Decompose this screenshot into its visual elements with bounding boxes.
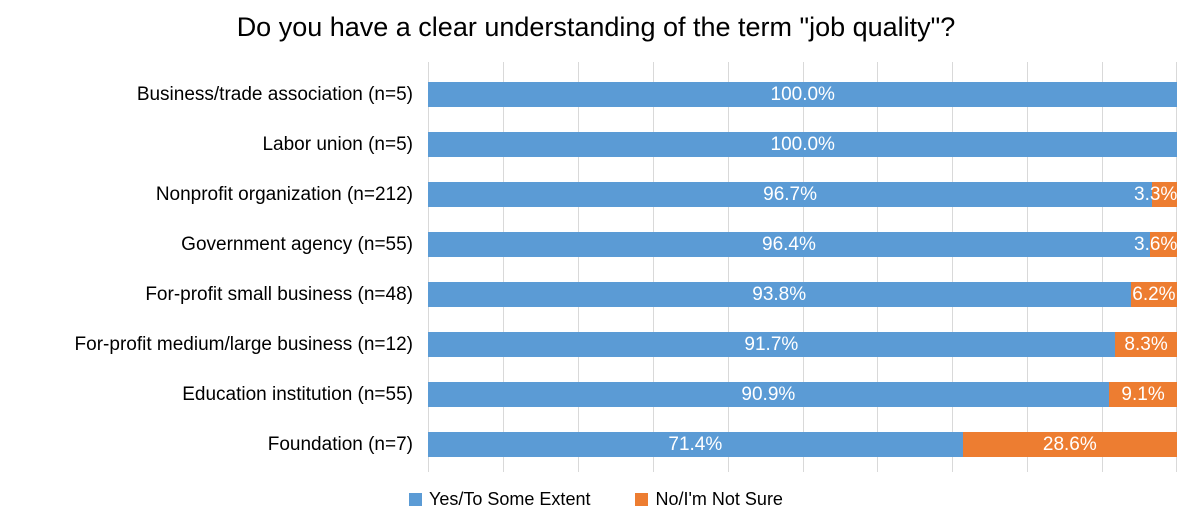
bar-segment-yes bbox=[428, 332, 1115, 357]
gridline bbox=[428, 62, 429, 472]
bar-segment-yes bbox=[428, 182, 1153, 207]
category-label: Business/trade association (n=5) bbox=[136, 84, 413, 105]
data-label: 100.0% bbox=[770, 84, 835, 105]
bar-row: 91.7% 8.3% bbox=[428, 332, 1177, 357]
category-label: Nonprofit organization (n=212) bbox=[155, 184, 413, 205]
bar-row: 71.4% 28.6% bbox=[428, 432, 1177, 457]
gridline bbox=[727, 62, 729, 472]
category-label: Labor union (n=5) bbox=[262, 134, 413, 155]
category-label: Education institution (n=55) bbox=[182, 384, 413, 405]
bar-segment-yes bbox=[428, 382, 1109, 407]
bar-segment-yes bbox=[428, 282, 1131, 307]
data-label: 90.9% bbox=[741, 384, 796, 405]
bar-segment-yes bbox=[428, 82, 1177, 107]
data-label: 28.6% bbox=[1042, 434, 1097, 455]
category-label: For-profit medium/large business (n=12) bbox=[74, 334, 413, 355]
bar-segment-no bbox=[1152, 182, 1177, 207]
bar-segment-yes bbox=[428, 432, 963, 457]
legend: Yes/To Some Extent No/I'm Not Sure bbox=[0, 489, 1192, 509]
gridline bbox=[952, 62, 954, 472]
data-label: 6.2% bbox=[1132, 284, 1176, 305]
category-label: For-profit small business (n=48) bbox=[145, 284, 413, 305]
bar-row: 100.0% bbox=[428, 82, 1177, 107]
data-label: 9.1% bbox=[1121, 384, 1165, 405]
legend-swatch-no bbox=[635, 492, 649, 506]
gridline bbox=[652, 62, 654, 472]
plot-area: 100.0% 100.0% 96.7% 3.3% 96.4% 3.6% 93.8% 6.2% 9… bbox=[428, 62, 1177, 472]
bar-row: 90.9% 9.1% bbox=[428, 382, 1177, 407]
data-label: 93.8% bbox=[752, 284, 807, 305]
data-label: 3.3% bbox=[1134, 184, 1178, 205]
gridline bbox=[502, 62, 504, 472]
bar-row: 100.0% bbox=[428, 132, 1177, 157]
data-label: 96.7% bbox=[763, 184, 818, 205]
data-label: 100.0% bbox=[770, 134, 835, 155]
bar-segment-no bbox=[1108, 382, 1177, 407]
category-label: Government agency (n=55) bbox=[181, 234, 413, 255]
gridline bbox=[1102, 62, 1104, 472]
data-label: 8.3% bbox=[1124, 334, 1168, 355]
legend-swatch-yes bbox=[409, 492, 423, 506]
legend-label-yes: Yes/To Some Extent bbox=[429, 489, 591, 509]
gridline bbox=[1027, 62, 1029, 472]
gridline bbox=[802, 62, 804, 472]
data-label: 71.4% bbox=[668, 434, 723, 455]
bar-segment-no bbox=[1150, 232, 1177, 257]
bar-segment-yes bbox=[428, 132, 1177, 157]
legend-label-no: No/I'm Not Sure bbox=[655, 489, 783, 509]
category-label: Foundation (n=7) bbox=[267, 434, 413, 455]
bar-row: 96.7% 3.3% bbox=[428, 182, 1177, 207]
legend-item-no: No/I'm Not Sure bbox=[635, 489, 783, 509]
gridline bbox=[877, 62, 879, 472]
category-axis: Business/trade association (n=5) Labor un… bbox=[0, 62, 413, 472]
bar-segment-no bbox=[1114, 332, 1177, 357]
bar-row: 93.8% 6.2% bbox=[428, 282, 1177, 307]
data-label: 3.6% bbox=[1134, 234, 1178, 255]
bar-row: 96.4% 3.6% bbox=[428, 232, 1177, 257]
legend-item-yes: Yes/To Some Extent bbox=[409, 489, 590, 509]
bar-segment-no bbox=[962, 432, 1177, 457]
data-label: 91.7% bbox=[744, 334, 799, 355]
bar-segment-yes bbox=[428, 232, 1151, 257]
gridline bbox=[577, 62, 579, 472]
chart-title: Do you have a clear understanding of the… bbox=[236, 12, 956, 42]
bar-segment-no bbox=[1130, 282, 1177, 307]
gridline bbox=[1176, 62, 1177, 472]
data-label: 96.4% bbox=[762, 234, 816, 255]
